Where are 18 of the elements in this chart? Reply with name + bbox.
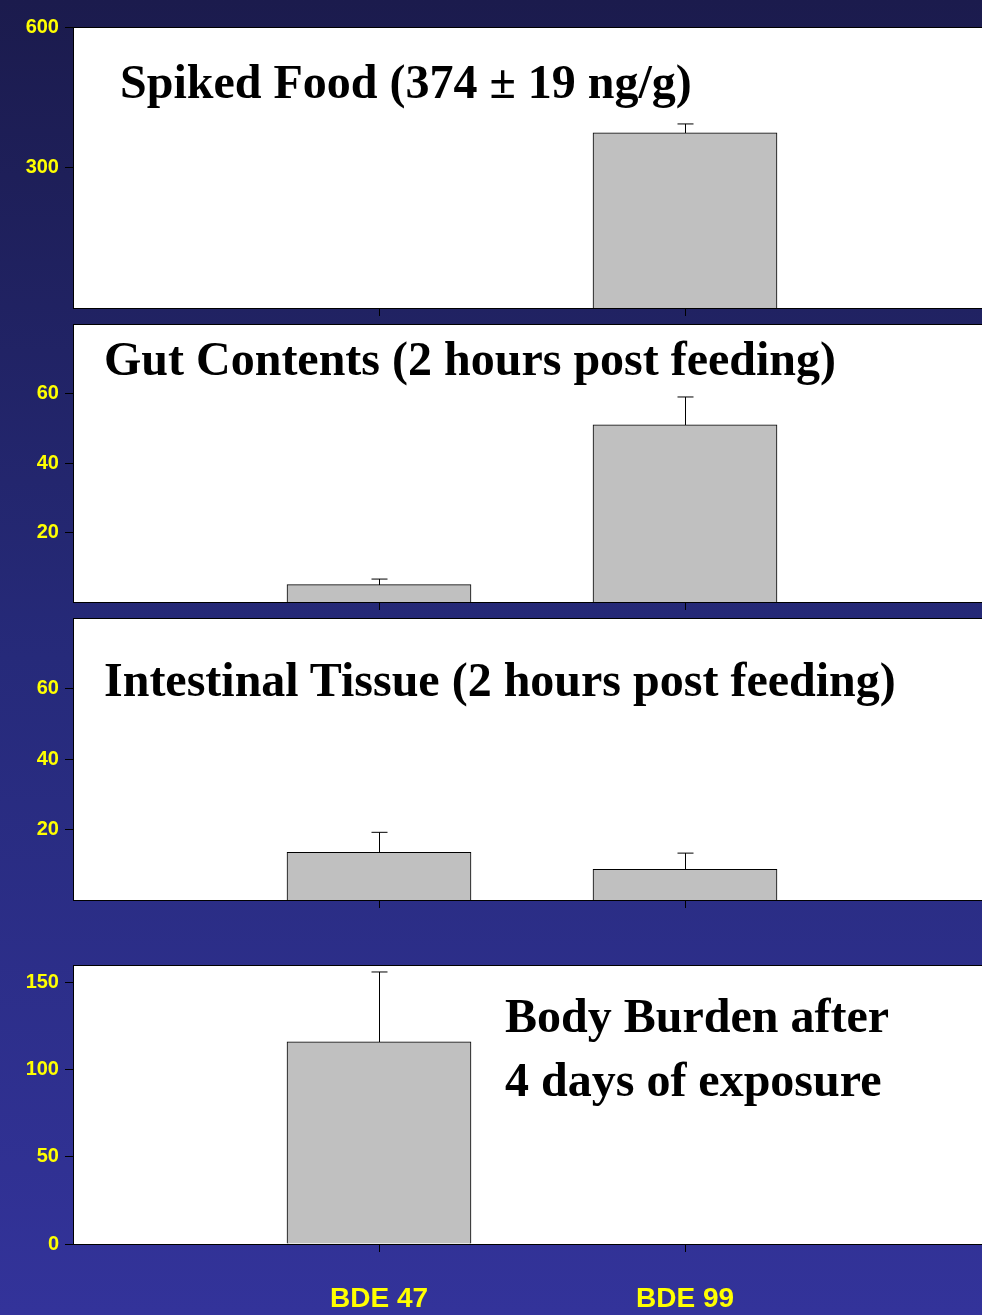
y-tick-label: 150 [25, 969, 59, 992]
y-tick-label: 20 [36, 520, 59, 543]
y-tick-label: 50 [36, 1144, 59, 1167]
y-tick-label: 60 [36, 381, 59, 404]
text: Body Burden after 4 days of exposure [505, 988, 890, 1108]
y-tick-label: 20 [36, 817, 59, 840]
y-tick-label: 600 [25, 14, 59, 37]
chart-title: Gut Contents (2 hours post feeding) [104, 331, 838, 388]
x-tick-label: BDE 47 [329, 1281, 429, 1313]
text: Spiked Food (374 ± 19 ng/g) [120, 54, 693, 111]
y-tick-label: 40 [36, 746, 59, 769]
y-tick-label: 60 [36, 676, 59, 699]
y-tick-label: 40 [36, 450, 59, 473]
x-tick-label: BDE 99 [635, 1281, 735, 1313]
y-tick-label: 100 [25, 1057, 59, 1080]
text: Intestinal Tissue (2 hours post feeding) [104, 652, 897, 709]
y-tick-label: 0 [47, 1231, 59, 1254]
y-tick-label: 300 [25, 155, 59, 178]
